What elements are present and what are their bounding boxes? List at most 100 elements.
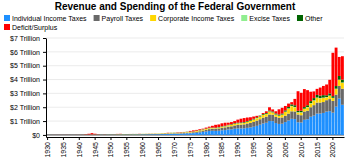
bar <box>106 134 109 135</box>
bar <box>221 123 224 126</box>
legend-label: Payroll Taxes <box>102 15 144 23</box>
bar <box>52 134 55 135</box>
bar <box>192 131 195 132</box>
bar <box>167 133 170 135</box>
bar <box>268 115 271 122</box>
bar <box>138 134 141 136</box>
bar <box>135 133 138 134</box>
bar <box>189 131 192 133</box>
bar <box>119 133 122 134</box>
bar <box>328 96 331 99</box>
bar <box>106 134 109 135</box>
bar <box>259 115 262 117</box>
bar <box>129 134 132 135</box>
bar <box>65 134 68 135</box>
bar <box>236 124 239 125</box>
bar <box>287 109 290 114</box>
bar <box>59 134 62 135</box>
tick-label: $5 Trillion <box>10 62 40 69</box>
legend-swatch <box>94 15 100 21</box>
bar <box>62 134 65 135</box>
bar <box>243 122 246 123</box>
bar <box>300 93 303 111</box>
legend-label: Corporate Income Taxes <box>158 15 235 23</box>
tick-label: 1985 <box>218 142 225 158</box>
bar <box>325 97 328 100</box>
bar <box>113 134 116 135</box>
bar <box>163 133 166 134</box>
tick-mark <box>43 107 46 108</box>
tick: $5 Trillion <box>10 62 46 69</box>
bar <box>113 134 116 135</box>
bar <box>287 107 290 108</box>
tick-mark <box>126 137 127 140</box>
bar <box>262 118 265 124</box>
bar <box>163 133 166 134</box>
bar <box>151 134 154 135</box>
bar <box>84 134 87 135</box>
bar <box>224 126 227 128</box>
legend-label: Deficit/Surplus <box>12 24 58 32</box>
bar <box>189 131 192 132</box>
bar <box>81 134 84 135</box>
bar <box>116 134 119 135</box>
tick-mark <box>158 137 159 140</box>
bar <box>84 134 87 135</box>
bar <box>233 124 236 125</box>
bar <box>252 122 255 127</box>
bar <box>198 130 201 131</box>
bar <box>306 107 309 110</box>
bar <box>75 134 78 135</box>
bar <box>182 131 185 132</box>
bar <box>236 128 239 134</box>
bar <box>230 129 233 135</box>
bar <box>116 134 119 135</box>
bar <box>249 117 252 120</box>
bar <box>338 86 341 99</box>
bar <box>281 117 284 123</box>
bar <box>328 99 331 111</box>
bar <box>309 103 312 107</box>
bar <box>284 122 287 135</box>
bar <box>151 133 154 134</box>
tick: $7 Trillion <box>10 35 46 42</box>
bar <box>106 134 109 135</box>
bar <box>167 133 170 134</box>
bar <box>309 107 312 116</box>
bar <box>116 134 119 135</box>
bar <box>281 114 284 115</box>
tick-mark <box>63 137 64 140</box>
tick: 1995 <box>250 137 257 158</box>
tick-mark <box>221 137 222 140</box>
tick-label: 2000 <box>266 142 273 158</box>
bar <box>246 122 249 124</box>
bar <box>68 134 71 135</box>
bar <box>49 134 52 135</box>
bar <box>233 123 236 124</box>
tick-label: 1995 <box>250 142 257 158</box>
bar <box>68 134 71 135</box>
tick-mark <box>43 38 46 39</box>
series <box>46 48 344 135</box>
bar <box>78 134 81 135</box>
bars <box>46 48 344 135</box>
bar <box>84 134 87 135</box>
tick: 1970 <box>171 137 178 158</box>
tick: 1985 <box>218 137 225 158</box>
bar <box>230 126 233 129</box>
bar <box>246 124 249 128</box>
bar <box>138 134 141 135</box>
axis-line <box>46 39 47 138</box>
tick-mark <box>79 137 80 140</box>
bar <box>306 111 309 120</box>
bar <box>255 116 258 117</box>
bar <box>331 96 334 98</box>
bar <box>170 132 173 134</box>
bar <box>116 134 119 135</box>
bar <box>325 95 328 97</box>
bar <box>259 116 262 117</box>
bar <box>56 134 59 135</box>
bar <box>167 133 170 134</box>
bar <box>154 133 157 134</box>
bar <box>129 134 132 135</box>
